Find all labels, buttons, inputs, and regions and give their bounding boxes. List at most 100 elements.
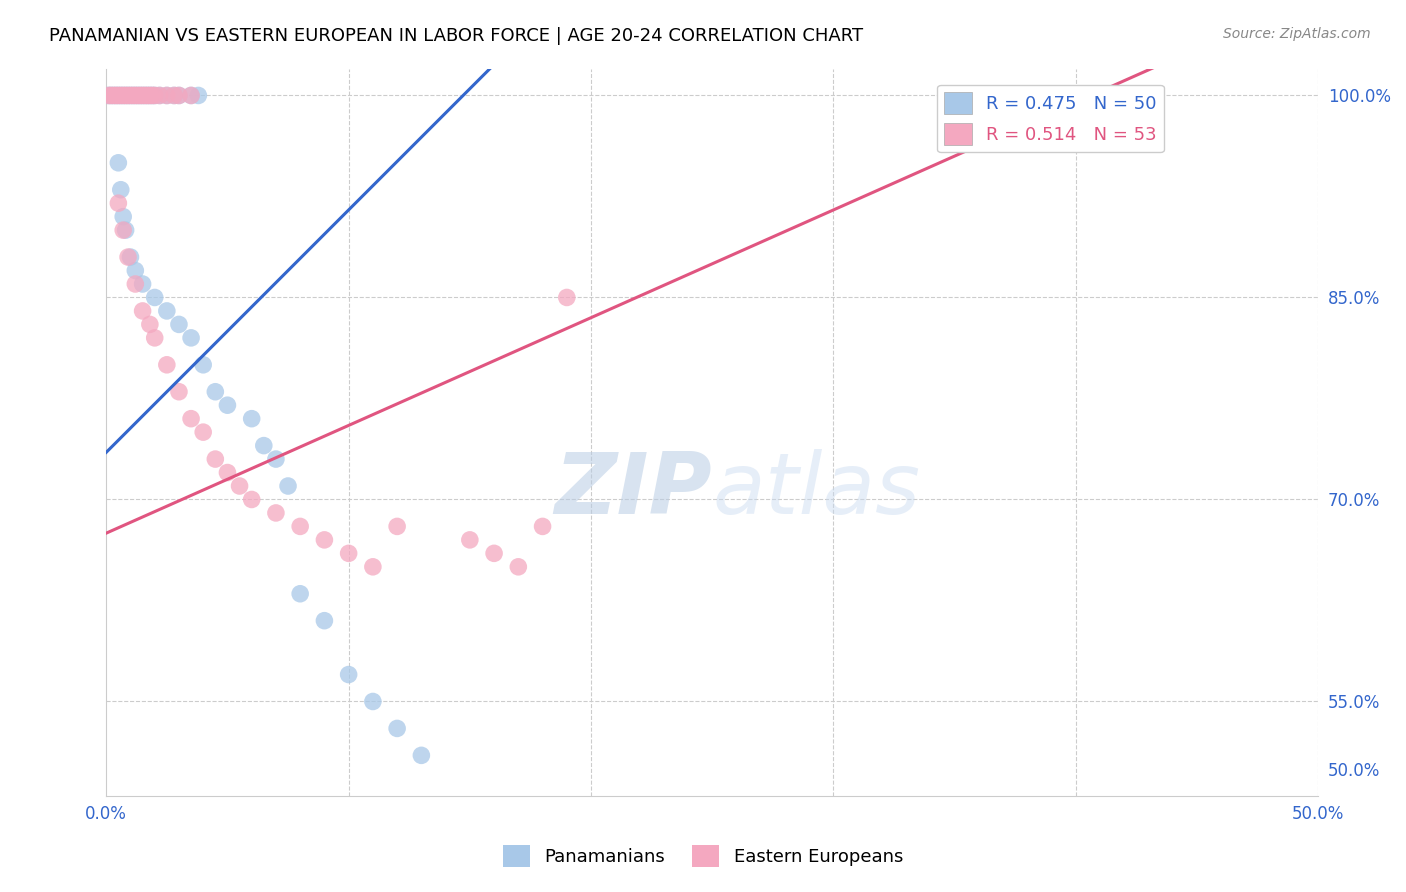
Point <box>264 452 287 467</box>
Point <box>134 88 156 103</box>
Point <box>141 88 163 103</box>
Point <box>337 546 360 560</box>
Point <box>117 250 139 264</box>
Point <box>120 250 142 264</box>
Point <box>217 466 239 480</box>
Point <box>129 88 152 103</box>
Point <box>110 88 132 103</box>
Point <box>97 88 120 103</box>
Point <box>97 88 120 103</box>
Point <box>193 425 215 439</box>
Point <box>180 88 202 103</box>
Legend: R = 0.475   N = 50, R = 0.514   N = 53: R = 0.475 N = 50, R = 0.514 N = 53 <box>938 85 1164 153</box>
Point <box>112 88 135 103</box>
Point <box>122 88 145 103</box>
Point <box>167 88 190 103</box>
Point <box>508 559 530 574</box>
Legend: Panamanians, Eastern Europeans: Panamanians, Eastern Europeans <box>496 838 910 874</box>
Point <box>117 88 139 103</box>
Point <box>167 88 190 103</box>
Point <box>131 88 153 103</box>
Point <box>131 304 153 318</box>
Point <box>180 411 202 425</box>
Point <box>131 277 153 291</box>
Point <box>277 479 299 493</box>
Point <box>100 88 122 103</box>
Point <box>124 88 146 103</box>
Point <box>103 88 125 103</box>
Point <box>264 506 287 520</box>
Point <box>136 88 159 103</box>
Point <box>127 88 149 103</box>
Point <box>129 88 152 103</box>
Point <box>120 88 142 103</box>
Text: atlas: atlas <box>713 449 921 532</box>
Point <box>107 88 129 103</box>
Point <box>180 331 202 345</box>
Point <box>228 479 250 493</box>
Point <box>112 223 135 237</box>
Point <box>253 439 276 453</box>
Point <box>148 88 170 103</box>
Point <box>156 88 179 103</box>
Point <box>385 722 408 736</box>
Point <box>107 156 129 170</box>
Point <box>314 533 336 547</box>
Point <box>139 88 162 103</box>
Point <box>107 196 129 211</box>
Point <box>136 88 159 103</box>
Point <box>156 88 179 103</box>
Point <box>139 318 162 332</box>
Point <box>411 748 433 763</box>
Point <box>385 519 408 533</box>
Point <box>122 88 145 103</box>
Point <box>240 492 263 507</box>
Point <box>103 88 125 103</box>
Point <box>555 290 578 304</box>
Point <box>148 88 170 103</box>
Point <box>114 223 136 237</box>
Text: Source: ZipAtlas.com: Source: ZipAtlas.com <box>1223 27 1371 41</box>
Point <box>139 88 162 103</box>
Point <box>156 304 179 318</box>
Point <box>458 533 481 547</box>
Point <box>482 546 505 560</box>
Point <box>991 88 1014 103</box>
Point <box>143 331 166 345</box>
Point <box>167 384 190 399</box>
Point <box>288 519 311 533</box>
Point <box>167 318 190 332</box>
Point <box>127 88 149 103</box>
Point <box>112 88 135 103</box>
Point <box>163 88 186 103</box>
Point <box>156 358 179 372</box>
Point <box>114 88 136 103</box>
Point <box>163 88 186 103</box>
Text: PANAMANIAN VS EASTERN EUROPEAN IN LABOR FORCE | AGE 20-24 CORRELATION CHART: PANAMANIAN VS EASTERN EUROPEAN IN LABOR … <box>49 27 863 45</box>
Point <box>180 88 202 103</box>
Point <box>217 398 239 412</box>
Point <box>104 88 127 103</box>
Point <box>110 183 132 197</box>
Point <box>131 88 153 103</box>
Point <box>100 88 122 103</box>
Point <box>288 587 311 601</box>
Text: ZIP: ZIP <box>554 449 713 532</box>
Point <box>120 88 142 103</box>
Point <box>107 88 129 103</box>
Point <box>143 88 166 103</box>
Point <box>143 88 166 103</box>
Point <box>114 88 136 103</box>
Point <box>187 88 209 103</box>
Point <box>124 263 146 277</box>
Point <box>110 88 132 103</box>
Point <box>104 88 127 103</box>
Point <box>531 519 554 533</box>
Point <box>143 290 166 304</box>
Point <box>240 411 263 425</box>
Point <box>134 88 156 103</box>
Point <box>361 559 384 574</box>
Point <box>112 210 135 224</box>
Point <box>361 694 384 708</box>
Point <box>204 384 226 399</box>
